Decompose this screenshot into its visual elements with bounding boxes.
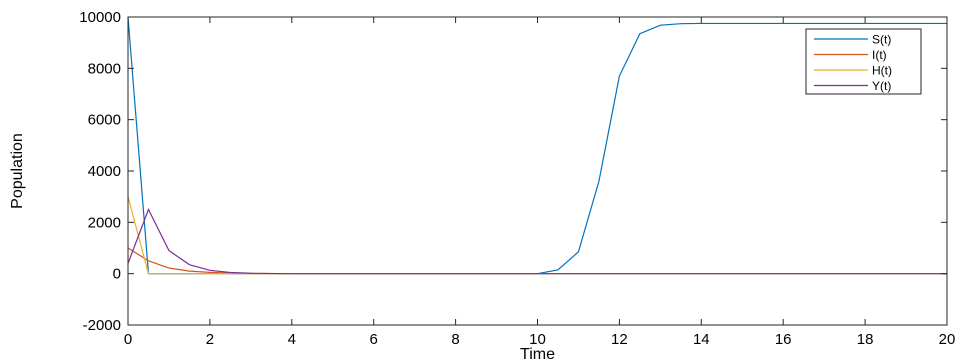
legend-label: H(t) bbox=[872, 64, 892, 78]
x-axis-label: Time bbox=[520, 346, 555, 363]
y-tick-label: 10000 bbox=[79, 9, 121, 26]
x-tick-label: 6 bbox=[370, 331, 378, 348]
x-axis: 0 2 4 6 8 10 12 14 16 18 20 bbox=[124, 17, 956, 348]
x-tick-label: 2 bbox=[206, 331, 214, 348]
x-tick-label: 0 bbox=[124, 331, 132, 348]
x-tick-label: 12 bbox=[611, 331, 628, 348]
x-tick-label: 10 bbox=[529, 331, 546, 348]
x-tick-label: 4 bbox=[288, 331, 296, 348]
y-tick-label: 0 bbox=[113, 266, 121, 283]
y-tick-label: 8000 bbox=[88, 60, 121, 77]
x-tick-label: 18 bbox=[857, 331, 874, 348]
y-axis-label: Population bbox=[9, 133, 26, 209]
legend-label: I(t) bbox=[872, 48, 887, 62]
x-tick-label: 14 bbox=[693, 331, 710, 348]
y-tick-label: 4000 bbox=[88, 163, 121, 180]
y-tick-label: 2000 bbox=[88, 214, 121, 231]
x-tick-label: 8 bbox=[451, 331, 459, 348]
series-line-3 bbox=[127, 208, 947, 275]
legend: S(t)I(t) H(t)Y(t) bbox=[805, 28, 922, 95]
x-tick-label: 16 bbox=[775, 331, 792, 348]
legend-box bbox=[805, 28, 922, 95]
legend-label: S(t) bbox=[872, 33, 891, 47]
y-axis: -2000 0 2000 4000 6000 8000 10000 bbox=[79, 9, 947, 334]
legend-label: Y(t) bbox=[872, 79, 891, 93]
y-tick-label: 6000 bbox=[88, 112, 121, 129]
y-tick-label: -2000 bbox=[83, 317, 121, 334]
x-tick-label: 20 bbox=[939, 331, 956, 348]
series-layer bbox=[127, 16, 947, 275]
